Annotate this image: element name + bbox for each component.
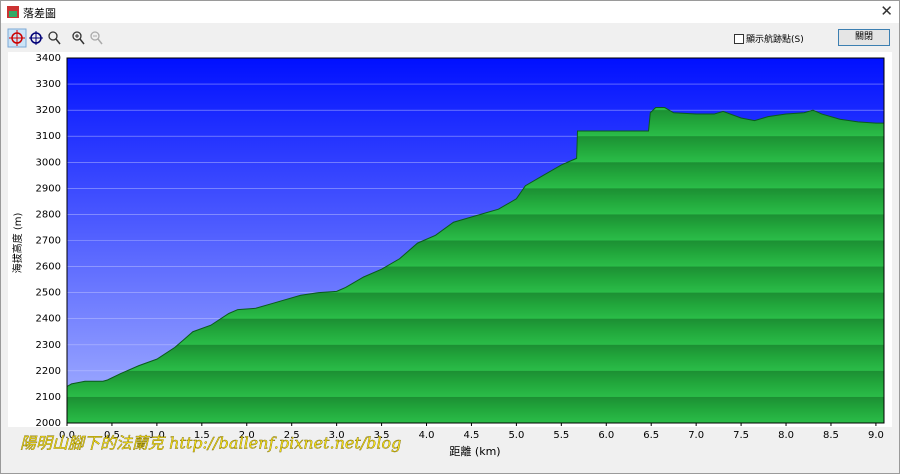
x-tick-label: 1.0: [149, 430, 165, 441]
x-tick-label: 7.5: [733, 430, 749, 441]
checkbox-label: 顯示航跡點(S): [746, 35, 804, 45]
y-tick-label: 2900: [36, 183, 61, 194]
y-tick-label: 2300: [36, 340, 61, 351]
x-axis-label: 距離 (km): [449, 444, 500, 458]
y-tick-label: 2000: [36, 418, 61, 429]
y-axis-label: 海拔高度 (m): [11, 213, 24, 274]
x-tick-label: 7.0: [688, 430, 704, 441]
y-tick-label: 2700: [36, 236, 61, 247]
plot-border: [66, 57, 885, 424]
y-tick-label: 3100: [36, 131, 61, 142]
y-tick-label: 3300: [36, 79, 61, 90]
x-tick-label: 5.5: [553, 430, 569, 441]
x-tick-label: 9.0: [868, 430, 884, 441]
y-tick-label: 3000: [36, 157, 61, 168]
x-tick-label: 4.0: [419, 430, 435, 441]
close-dialog-button[interactable]: 關閉: [838, 29, 890, 46]
x-tick-label: 0.5: [104, 430, 120, 441]
elevation-area: [66, 107, 885, 424]
x-tick-label: 0.0: [59, 430, 75, 441]
x-tick-label: 6.0: [598, 430, 614, 441]
app-icon: [7, 6, 19, 18]
title-bar: 落差圖 ✕: [1, 1, 899, 23]
x-tick-label: 1.5: [194, 430, 210, 441]
y-tick-label: 3200: [36, 105, 61, 116]
y-tick-label: 3400: [36, 53, 61, 64]
y-tick-label: 2600: [36, 262, 61, 273]
x-tick-label: 8.5: [823, 430, 839, 441]
y-tick-label: 2500: [36, 288, 61, 299]
y-tick-label: 2200: [36, 366, 61, 377]
x-tick-label: 8.0: [778, 430, 794, 441]
x-tick-label: 4.5: [464, 430, 480, 441]
checkbox[interactable]: 顯示航跡點(S): [734, 32, 804, 45]
x-tick-label: 3.5: [374, 430, 390, 441]
y-tick-label: 2800: [36, 209, 61, 220]
x-tick-label: 6.5: [643, 430, 659, 441]
x-tick-label: 2.0: [239, 430, 255, 441]
x-tick-label: 2.5: [284, 430, 300, 441]
y-tick-label: 2400: [36, 314, 61, 325]
watermark: 陽明山腳下的法蘭克 http://ballenf.pixnet.net/blog: [20, 434, 401, 453]
x-tick-label: 5.0: [508, 430, 524, 441]
window-title: 落差圖: [23, 7, 56, 20]
toolbar[interactable]: [7, 28, 117, 48]
close-button[interactable]: ✕: [880, 2, 893, 20]
y-tick-label: 2100: [36, 392, 61, 403]
x-tick-label: 3.0: [329, 430, 345, 441]
